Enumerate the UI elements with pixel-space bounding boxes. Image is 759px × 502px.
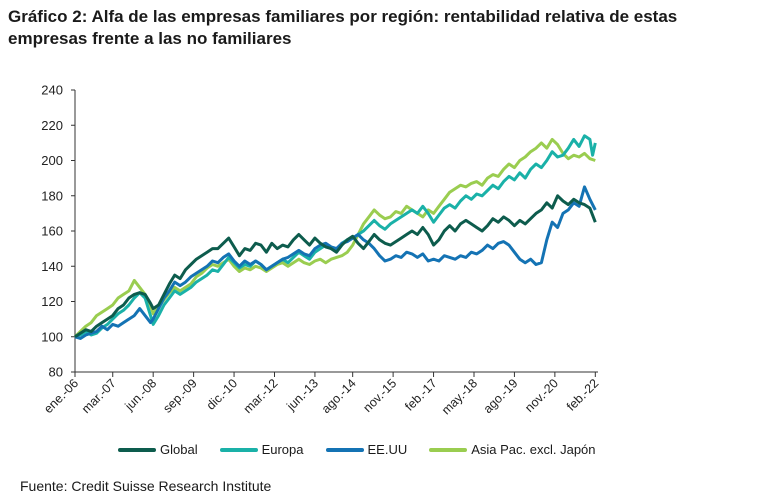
legend-swatch bbox=[118, 447, 156, 452]
x-tick-label: feb.-22 bbox=[564, 376, 601, 413]
x-tick-label: ago.-14 bbox=[319, 376, 359, 416]
x-tick-label: ago.-19 bbox=[481, 376, 521, 416]
series-line-global bbox=[74, 194, 597, 339]
line-chart: 80 100 120 140 160 180 200 220 240 ene.-06mar.-0… bbox=[41, 83, 601, 418]
legend-item: Global bbox=[118, 442, 198, 457]
legend-swatch bbox=[325, 447, 364, 452]
legend: Global Europa EE.UU Asia Pac. excl. Japón bbox=[118, 442, 596, 457]
chart-title: Gráfico 2: Alfa de las empresas familiar… bbox=[8, 7, 678, 48]
y-tick-label: 160 bbox=[41, 224, 63, 239]
y-axis: 80 100 120 140 160 180 200 220 240 bbox=[41, 83, 76, 380]
x-tick-label: nov.-20 bbox=[522, 376, 561, 415]
legend-label: Global bbox=[160, 442, 198, 457]
y-tick-label: 80 bbox=[49, 365, 63, 380]
x-tick-label: ene.-06 bbox=[41, 376, 81, 416]
legend-swatch bbox=[219, 447, 258, 452]
x-tick-label: dic.-10 bbox=[204, 376, 240, 412]
series-line-ee-uu bbox=[74, 185, 597, 340]
y-tick-label: 140 bbox=[41, 259, 63, 274]
x-tick-label: nov.-15 bbox=[361, 376, 400, 415]
legend-label: EE.UU bbox=[367, 442, 408, 457]
legend-label: Europa bbox=[261, 442, 304, 457]
legend-swatch bbox=[429, 447, 468, 452]
y-tick-label: 200 bbox=[41, 153, 63, 168]
y-tick-label: 100 bbox=[41, 329, 63, 344]
legend-item: Asia Pac. excl. Japón bbox=[429, 442, 596, 457]
x-tick-label: mar.-12 bbox=[241, 376, 281, 416]
y-tick-label: 180 bbox=[41, 188, 63, 203]
x-tick-label: jun.-13 bbox=[283, 376, 321, 414]
source-note: Fuente: Credit Suisse Research Institute bbox=[20, 478, 272, 494]
x-tick-label: sep.-09 bbox=[160, 376, 199, 415]
legend-label: Asia Pac. excl. Japón bbox=[471, 442, 596, 457]
y-tick-label: 120 bbox=[41, 294, 63, 309]
x-tick-label: feb.-17 bbox=[402, 376, 439, 413]
series-layer bbox=[73, 134, 597, 340]
legend-item: Europa bbox=[219, 442, 304, 457]
y-tick-label: 240 bbox=[41, 83, 63, 98]
y-tick-label: 220 bbox=[41, 118, 63, 133]
legend-item: EE.UU bbox=[325, 442, 408, 457]
x-tick-label: may.-18 bbox=[439, 376, 480, 417]
x-tick-label: jun.-08 bbox=[122, 376, 160, 414]
x-tick-label: mar.-07 bbox=[79, 376, 119, 416]
